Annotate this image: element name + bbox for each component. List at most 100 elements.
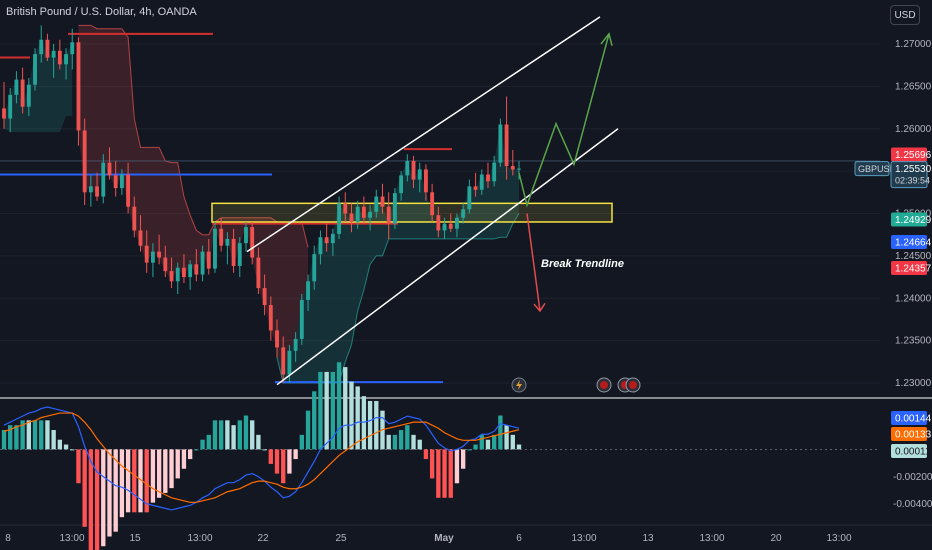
- candle-body: [45, 39, 50, 58]
- candle-body: [498, 124, 503, 163]
- candle-body: [39, 39, 44, 55]
- candle-body: [82, 130, 87, 193]
- candle-body: [504, 124, 509, 167]
- macd-histogram-bar: [206, 434, 211, 450]
- candle-body: [8, 94, 13, 119]
- macd-histogram-bar: [144, 449, 149, 513]
- channel-lower-line: [276, 128, 619, 386]
- macd-histogram-bar: [386, 434, 391, 450]
- candle-body: [70, 42, 75, 55]
- macd-histogram-bar: [1, 430, 7, 450]
- uk-flag-event-icon: [596, 377, 612, 393]
- candle-body: [392, 193, 397, 224]
- macd-histogram-bar: [423, 449, 429, 460]
- macd-histogram-bar: [231, 425, 236, 450]
- macd-histogram-bar: [32, 420, 38, 450]
- candle-body: [293, 338, 298, 351]
- macd-histogram-bar: [175, 449, 180, 479]
- signal-line: [3, 412, 520, 503]
- macd-histogram-bar: [287, 449, 292, 474]
- bearish-arrowhead: [533, 302, 546, 313]
- candle-body: [113, 175, 118, 189]
- candle-body: [244, 227, 248, 244]
- bull-cloud-left: [4, 39, 73, 133]
- macd-histogram-bar: [281, 449, 286, 484]
- candle-body: [76, 42, 81, 131]
- time-tick-label: 8: [5, 533, 11, 544]
- candle-body: [442, 223, 447, 231]
- candle-body: [411, 160, 416, 180]
- time-tick-label: 13:00: [826, 533, 851, 544]
- macd-line: [3, 406, 520, 511]
- candle-body: [455, 217, 459, 229]
- candle-body: [510, 166, 515, 170]
- candle-body: [299, 299, 304, 339]
- price-tag-value: 1.25696: [895, 150, 932, 161]
- event-icon-dot: [629, 381, 637, 389]
- candle-body: [250, 227, 255, 258]
- price-tick-label: 1.24500: [895, 251, 932, 262]
- macd-histogram-bar: [51, 430, 56, 450]
- macd-histogram-bar: [268, 449, 273, 464]
- macd-histogram-bar: [76, 449, 81, 484]
- bearish-projection-arrow: [526, 213, 541, 312]
- macd-histogram-bar: [57, 439, 63, 450]
- macd-histogram-bar: [336, 362, 342, 450]
- candle-body: [138, 230, 143, 246]
- macd-histogram-bar: [392, 434, 398, 450]
- time-tick-label: 25: [335, 533, 347, 544]
- candle-body: [343, 203, 348, 214]
- macd-tick-label: -0.00400: [893, 499, 932, 510]
- macd-histogram-bar: [250, 420, 255, 450]
- macd-histogram-bar: [274, 449, 280, 474]
- price-tick-label: 1.27000: [895, 39, 932, 50]
- macd-histogram-bar: [374, 400, 379, 450]
- price-tag-value: 1.24929: [895, 215, 932, 226]
- candle-body: [175, 267, 180, 282]
- price-tag-value: 1.24664: [895, 237, 932, 248]
- candle-body: [492, 162, 497, 182]
- candle-body: [163, 257, 168, 272]
- candle-body: [225, 238, 230, 246]
- candle-body: [182, 267, 186, 278]
- candle-body: [355, 206, 360, 222]
- candle-body: [132, 206, 137, 231]
- macd-histogram-bar: [101, 449, 106, 547]
- macd-histogram-bar: [150, 449, 156, 503]
- macd-histogram-bar: [200, 439, 205, 450]
- macd-histogram-bar: [156, 449, 162, 498]
- bullish-arrowhead: [600, 32, 613, 46]
- time-tick-label: 20: [770, 533, 782, 544]
- candle-body: [479, 174, 484, 190]
- macd-histogram-bar: [498, 415, 503, 450]
- candle-body: [386, 206, 391, 224]
- candle-body: [194, 264, 199, 275]
- lightning-event-icon: [511, 377, 527, 393]
- candle-body: [473, 186, 478, 190]
- candle-body: [287, 350, 292, 375]
- candle-body: [26, 84, 31, 107]
- candle-body: [219, 228, 224, 246]
- candle-body: [33, 54, 37, 85]
- macd-histogram-bar: [8, 425, 13, 450]
- macd-histogram-bar: [460, 449, 466, 469]
- time-tick-label: 13:00: [699, 533, 724, 544]
- candle-body: [119, 174, 124, 189]
- macd-histogram-bar: [361, 396, 367, 450]
- candle-body: [275, 330, 279, 348]
- macd-histogram-bar: [349, 381, 354, 450]
- currency-button[interactable]: USD: [890, 5, 920, 25]
- candle-body: [213, 228, 217, 269]
- macd-histogram-bar: [442, 449, 447, 498]
- macd-histogram-bar: [454, 449, 460, 484]
- time-tick-label: 13:00: [187, 533, 212, 544]
- macd-histogram-bar: [163, 449, 168, 493]
- last-price-value: 1.25530: [895, 164, 932, 175]
- candle-body: [268, 305, 273, 331]
- candle-body: [486, 174, 490, 182]
- macd-histogram-bar: [448, 449, 453, 498]
- macd-histogram-bar: [293, 449, 298, 460]
- candle-body: [380, 196, 385, 207]
- macd-histogram-bar: [243, 415, 249, 450]
